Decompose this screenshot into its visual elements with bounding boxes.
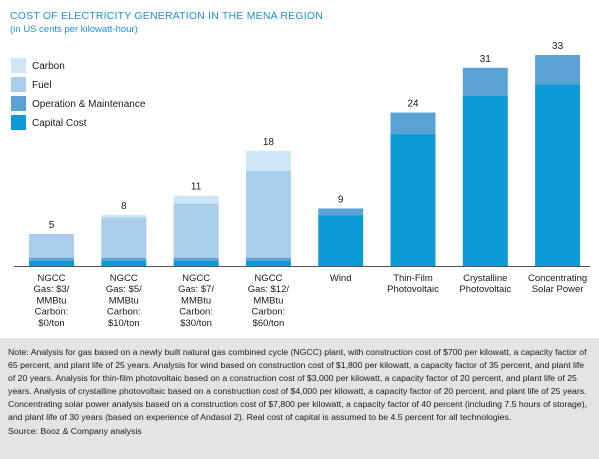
legend-swatch-carbon [11,58,26,73]
note-panel: Note: Analysis for gas based on a newly … [0,338,599,459]
bar-total-label: 8 [121,201,127,212]
bar-segment-capital [462,95,508,267]
category-label-line: Gas: $7/ [178,284,214,295]
category-label-line: MMBtu [181,295,211,306]
category-label: Thin-Film Photovoltaic [387,273,439,295]
category-label-line: NGCC [38,273,66,284]
category-label: NGCC Gas: $5/MMBtu Carbon: $10/ton [106,273,142,329]
category-label-line: Concentrating [528,273,587,284]
category-label: NGCC Gas: $12/MMBtu Carbon: $60/ton [248,273,290,329]
category-label: NGCC Gas: $7/MMBtu Carbon: $30/ton [178,273,214,329]
category-label-line: Thin-Film [393,273,433,284]
category-label-line: Gas: $12/ [248,284,290,295]
chart-title: COST OF ELECTRICITY GENERATION IN THE ME… [10,10,323,22]
bar-segment-om [535,55,581,85]
category-label-line: MMBtu [36,295,66,306]
bar-segment-carbon [101,214,147,218]
bar-segment-om [101,257,147,261]
bar-segment-om [462,67,508,96]
bar-segment-fuel [173,203,219,258]
bar-segment-om [173,257,219,261]
category-label-line: Carbon: [251,307,285,318]
category-label-line: NGCC [182,273,210,284]
bar-segment-om [318,208,364,216]
category-label-line: Carbon: [107,307,141,318]
bar-total-label: 5 [49,220,55,231]
category-label-line: NGCC [254,273,282,284]
bar-segment-fuel [29,234,74,258]
legend-label-capital: Capital Cost [32,118,87,129]
bar-segment-capital [390,133,436,266]
legend-swatch-capital [11,115,26,130]
chart-legend: Carbon Fuel Operation & Maintenance Capital… [11,58,146,130]
category-label-line: MMBtu [253,295,283,306]
legend-label-om: Operation & Maintenance [32,99,146,110]
methodology-note: Note: Analysis for gas based on a newly … [8,347,588,423]
bar-segment-om [29,257,74,261]
category-label-line: $30/ton [180,318,212,329]
bar-segment-carbon [173,195,219,204]
category-label-line: Photovoltaic [459,284,511,295]
legend-label-carbon: Carbon [32,61,65,72]
category-label-line: Crystalline [463,273,507,284]
bar-segment-capital [245,260,291,266]
bar-total-label: 9 [338,194,344,205]
category-label-line: Wind [330,273,352,284]
category-label-line: Photovoltaic [387,284,439,295]
stacked-bar-chart: Carbon Fuel Operation & Maintenance Capital… [11,41,590,329]
bar-segment-om [245,257,291,261]
category-label-line: $10/ton [108,318,140,329]
category-label-line: MMBtu [109,295,139,306]
bar-segment-capital [535,84,581,266]
bar-stacks: 5 8 11 18 9 24 31 33 [29,41,581,267]
category-label: NGCC Gas: $3/MMBtu Carbon: $0/ton [34,273,70,329]
bar-segment-capital [101,260,147,266]
bar-total-label: 18 [263,137,275,148]
category-label-line: Gas: $5/ [106,284,142,295]
legend-swatch-fuel [11,77,26,92]
category-label-line: Carbon: [179,307,213,318]
source-line: Source: Booz & Company analysis [8,425,142,436]
bar-total-label: 11 [191,182,202,193]
chart-subtitle: (in US cents per kilowatt-hour) [10,24,138,35]
bar-total-label: 33 [552,41,564,52]
category-label-line: $60/ton [253,318,285,329]
category-label-line: Gas: $3/ [34,284,70,295]
legend-swatch-om [11,96,26,111]
bar-segment-fuel [101,217,147,258]
bar-segment-capital [29,260,74,266]
bar-segment-capital [173,260,219,266]
bar-segment-om [390,112,436,134]
bar-segment-carbon [245,150,291,171]
category-label: Concentrating Solar Power [528,273,587,295]
category-label: Crystalline Photovoltaic [459,273,511,295]
bar-total-label: 31 [480,54,492,65]
category-label-line: NGCC [110,273,138,284]
category-label: Wind [330,273,352,284]
bar-total-label: 24 [407,99,419,110]
category-label-line: $0/ton [38,318,64,329]
category-label-line: Carbon: [35,307,69,318]
bar-segment-fuel [245,170,291,258]
bar-segment-capital [318,215,364,266]
legend-label-fuel: Fuel [32,80,51,91]
category-label-line: Solar Power [532,284,584,295]
